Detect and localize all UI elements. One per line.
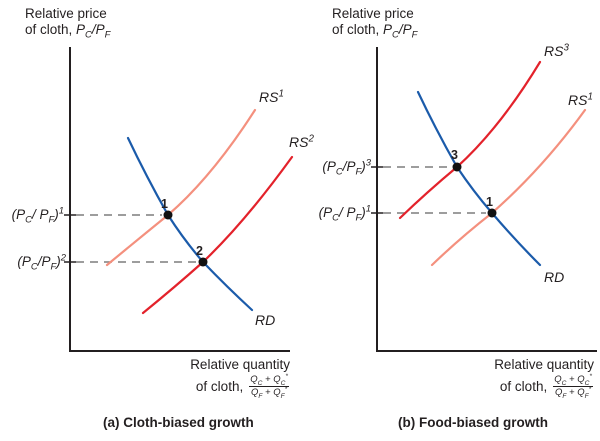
x-axis-title-a-line2: of cloth, QC + QC* QF + QF* bbox=[195, 372, 290, 401]
point-number-1-a: 1 bbox=[161, 197, 168, 211]
relative-demand-curve-b bbox=[416, 90, 542, 267]
equilibrium-point-2-a bbox=[198, 257, 208, 267]
panel-a-plot bbox=[64, 47, 294, 352]
y-axis-title-b-line2: of cloth, PC/PF bbox=[332, 22, 418, 41]
panel-b-plot bbox=[371, 47, 597, 352]
equilibrium-point-1-a bbox=[163, 210, 173, 220]
x-axis-title-b: Relative quantity of cloth, QC + QC* QF … bbox=[494, 357, 594, 401]
y-axis-title-b: Relative price of cloth, PC/PF bbox=[332, 6, 418, 41]
relative-supply-curve-rs1-b bbox=[430, 108, 587, 267]
curve-label-rs3-b: RS3 bbox=[544, 42, 569, 59]
axes-a bbox=[69, 47, 290, 352]
quantity-fraction-a: QC + QC* QF + QF* bbox=[248, 372, 290, 401]
price-level-label-b3: (PC/PF)3 bbox=[322, 157, 371, 178]
point-number-2-a: 2 bbox=[196, 244, 203, 258]
y-axis-title-a: Relative price of cloth, PC/PF bbox=[25, 6, 111, 41]
curve-label-rs2-a: RS2 bbox=[289, 133, 314, 150]
axes-b bbox=[376, 47, 597, 352]
y-axis-title-a-line1: Relative price bbox=[25, 6, 107, 21]
x-axis-title-a-line1: Relative quantity bbox=[190, 357, 290, 372]
equilibrium-point-3-b bbox=[452, 162, 462, 172]
y-axis-title-b-line1: Relative price bbox=[332, 6, 414, 21]
panel-caption-b: (b) Food-biased growth bbox=[398, 415, 548, 430]
curve-label-rd-a: RD bbox=[255, 312, 276, 328]
price-level-label-a1: (PC/ PF)1 bbox=[11, 205, 64, 226]
point-number-1-b: 1 bbox=[486, 195, 493, 209]
x-axis-title-a: Relative quantity of cloth, QC + QC* QF … bbox=[190, 357, 290, 401]
quantity-fraction-b: QC + QC* QF + QF* bbox=[552, 372, 594, 401]
price-level-label-b1: (PC/ PF)1 bbox=[318, 203, 371, 224]
relative-demand-curve-a bbox=[126, 136, 254, 312]
price-level-label-a2: (PC/PF)2 bbox=[17, 252, 66, 273]
relative-supply-curve-rs3-b bbox=[398, 60, 542, 220]
equilibrium-point-1-b bbox=[487, 208, 497, 218]
curve-label-rs1-b: RS1 bbox=[568, 91, 593, 108]
x-axis-title-b-line2: of cloth, QC + QC* QF + QF* bbox=[499, 372, 594, 401]
panel-caption-a: (a) Cloth-biased growth bbox=[103, 415, 254, 430]
x-axis-title-b-line1: Relative quantity bbox=[494, 357, 594, 372]
relative-supply-curve-rs2-a bbox=[141, 155, 294, 315]
y-axis-title-a-line2: of cloth, PC/PF bbox=[25, 22, 111, 41]
relative-supply-curve-rs1-a bbox=[105, 108, 257, 267]
curve-label-rd-b: RD bbox=[544, 269, 565, 285]
curve-label-rs1-a: RS1 bbox=[259, 88, 284, 105]
point-number-3-b: 3 bbox=[451, 148, 458, 162]
